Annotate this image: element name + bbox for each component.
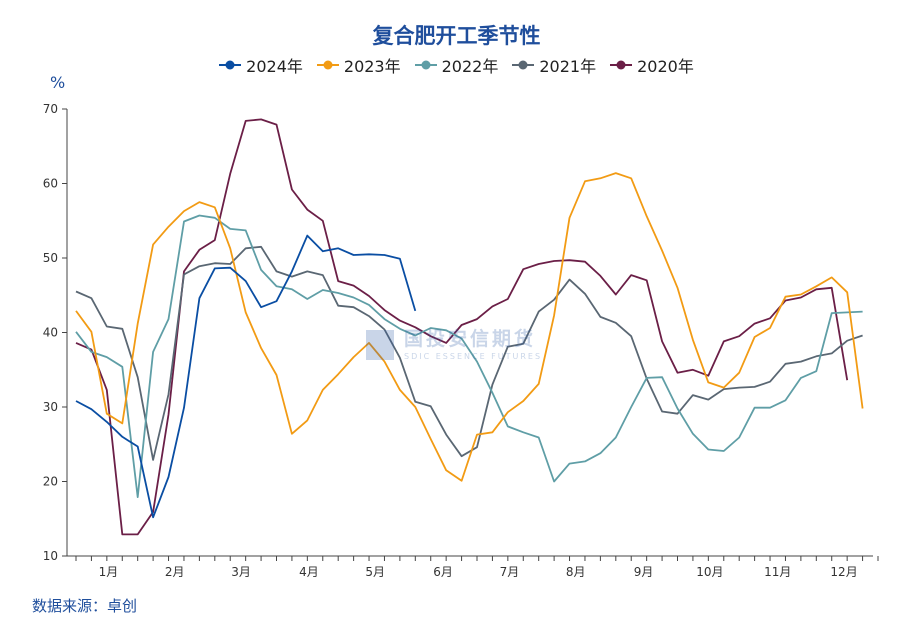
- y-tick-label: 30: [43, 400, 58, 414]
- series-line-2023年: [75, 172, 864, 482]
- series-line-2022年: [75, 214, 863, 498]
- legend-label: 2021年: [539, 57, 597, 76]
- series-line-2020年: [75, 118, 849, 536]
- watermark-subtext: SDIC ESSENCE FUTURES: [404, 352, 542, 361]
- legend-label: 2023年: [343, 57, 401, 76]
- x-tick-label: 11月: [764, 565, 791, 579]
- data-source: 数据来源：卓创: [32, 597, 138, 615]
- x-tick-label: 5月: [365, 565, 385, 579]
- legend-label: 2024年: [246, 57, 303, 76]
- line-with-circle-icon: [512, 60, 535, 70]
- line-with-circle-icon: [414, 60, 437, 70]
- x-tick-label: 12月: [830, 565, 857, 579]
- x-tick-label: 10月: [696, 565, 723, 579]
- y-tick-label: 40: [43, 326, 58, 340]
- chart-legend: 2024年 2023年 2022年 2021年 2020年: [0, 53, 913, 77]
- x-tick-label: 1月: [99, 565, 119, 579]
- x-tick-label: 4月: [299, 565, 319, 579]
- y-tick-label: 60: [43, 177, 58, 191]
- legend-item: 2020年: [610, 53, 694, 77]
- series-line-2021年: [75, 245, 863, 461]
- x-tick-label: 7月: [500, 565, 520, 579]
- y-tick-label: 20: [43, 475, 58, 489]
- y-tick-label: 10: [43, 549, 58, 563]
- watermark-logo-icon: [366, 330, 394, 360]
- legend-label: 2022年: [441, 57, 499, 76]
- x-tick-label: 8月: [566, 565, 586, 579]
- legend-item: 2021年: [512, 53, 596, 77]
- chart-title: 复合肥开工季节性: [372, 24, 541, 48]
- series-line-2024年: [75, 234, 417, 519]
- line-with-circle-icon: [219, 60, 242, 70]
- x-tick-label: 6月: [433, 565, 453, 579]
- y-tick-label: 50: [43, 251, 58, 265]
- legend-item: 2022年: [414, 53, 499, 77]
- x-tick-label: 9月: [634, 565, 654, 579]
- watermark-text: 国投安信期货: [404, 327, 536, 350]
- line-with-circle-icon: [316, 60, 339, 70]
- legend-label: 2020年: [637, 57, 694, 76]
- y-tick-label: 70: [43, 102, 58, 116]
- watermark-logo: 国投安信期货 SDIC ESSENCE FUTURES: [366, 327, 542, 361]
- legend-item: 2023年: [316, 53, 401, 77]
- x-tick-label: 3月: [231, 565, 251, 579]
- legend-item: 2024年: [219, 53, 303, 77]
- x-tick-label: 2月: [165, 565, 185, 579]
- line-with-circle-icon: [610, 60, 633, 70]
- y-axis-unit: %: [50, 73, 66, 92]
